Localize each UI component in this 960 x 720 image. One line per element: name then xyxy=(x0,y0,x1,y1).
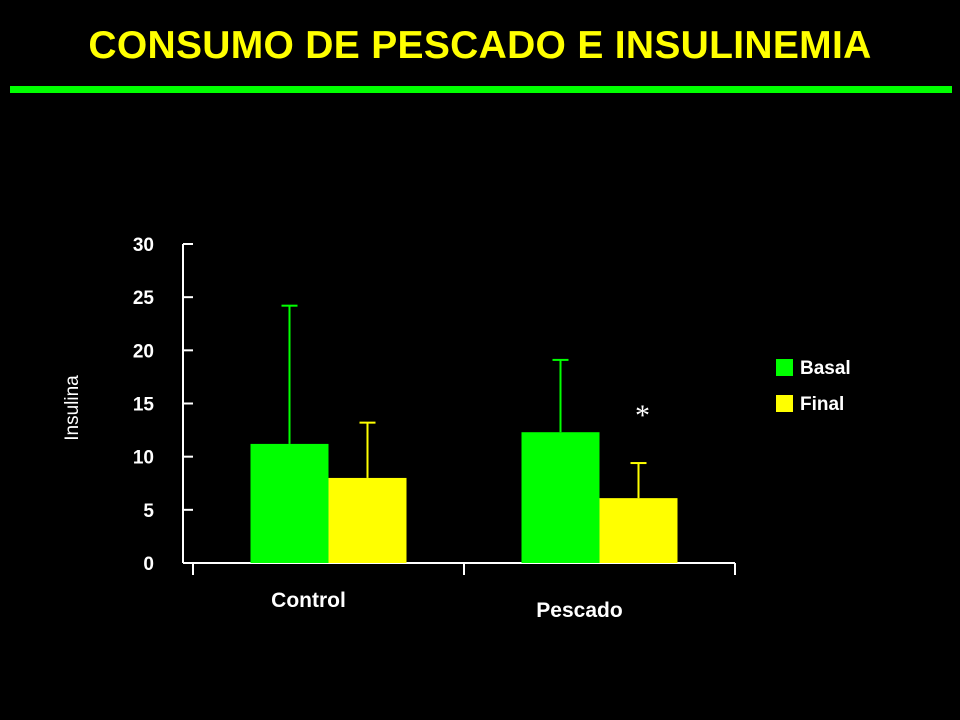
legend-swatch-final xyxy=(776,395,793,412)
x-category-label: Pescado xyxy=(536,599,622,622)
bar-pescado-final xyxy=(599,498,678,563)
page-title: CONSUMO DE PESCADO E INSULINEMIA xyxy=(88,24,872,67)
bar-control-basal xyxy=(250,443,329,563)
y-tick-label: 5 xyxy=(143,501,154,522)
y-axis-label: Insulina xyxy=(62,375,83,441)
y-tick-label: 15 xyxy=(133,395,155,416)
y-tick-label: 25 xyxy=(133,288,155,309)
y-tick-label: 20 xyxy=(133,341,154,362)
legend-label: Basal xyxy=(800,358,851,379)
x-category-label: Control xyxy=(271,589,346,612)
y-tick-label: 30 xyxy=(133,235,154,256)
legend-label: Final xyxy=(800,394,844,415)
y-tick-label: 10 xyxy=(133,448,154,469)
title-underline xyxy=(10,86,952,93)
y-tick-label: 0 xyxy=(143,554,154,575)
significance-marker: * xyxy=(635,399,650,432)
bar-pescado-basal xyxy=(521,432,600,563)
legend-swatch-basal xyxy=(776,359,793,376)
bar-control-final xyxy=(328,477,407,563)
